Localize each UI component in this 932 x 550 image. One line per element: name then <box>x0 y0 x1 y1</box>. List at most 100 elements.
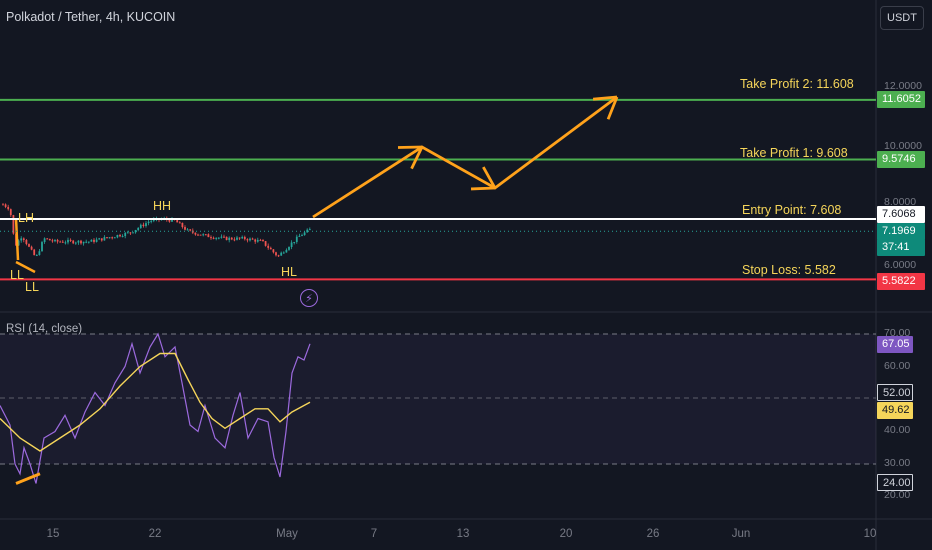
candle-body <box>28 244 30 247</box>
candle-body <box>269 247 272 250</box>
candle-body <box>111 237 114 239</box>
take-profit-1-label: Take Profit 1: 9.608 <box>740 146 848 160</box>
candle-body <box>207 234 210 238</box>
candle-body <box>236 237 238 240</box>
candle-body <box>171 218 173 222</box>
candle-body <box>249 238 251 241</box>
arrowhead <box>482 166 497 189</box>
take-profit-2-label: Take Profit 2: 11.608 <box>740 77 854 91</box>
candle-body <box>184 227 186 230</box>
arrowhead <box>410 146 424 170</box>
candle-body <box>186 229 189 231</box>
candle-body <box>54 239 56 242</box>
time-tick: 10 <box>863 528 877 540</box>
candle-body <box>243 236 246 240</box>
candle-body <box>85 241 88 243</box>
currency-button[interactable]: USDT <box>880 6 924 30</box>
time-tick: Jun <box>731 528 751 540</box>
candle-body <box>223 236 225 238</box>
chart-title[interactable]: Polkadot / Tether, 4h, KUCOIN <box>6 10 176 24</box>
rsi-value-tag: 67.05 <box>877 336 913 353</box>
candle-body <box>259 239 262 241</box>
lightning-bolt-icon[interactable]: ⚡ <box>300 289 318 307</box>
candle-body <box>275 252 277 256</box>
stop-loss-price-tag: 5.5822 <box>877 273 925 290</box>
last-price-tag: 7.1969 <box>877 223 925 240</box>
candle-body <box>301 235 303 237</box>
candle-body <box>17 240 20 246</box>
candle-body <box>80 240 82 244</box>
level-lines-group <box>0 98 876 281</box>
candle-body <box>230 237 233 240</box>
price-tick: 8.0000 <box>884 196 917 208</box>
candle-body <box>119 235 121 237</box>
swing-label-lh: LH <box>18 211 34 225</box>
candle-body <box>82 241 85 244</box>
candle-body <box>262 239 264 242</box>
arrowhead <box>606 96 619 120</box>
arrowhead <box>592 95 618 101</box>
candle-body <box>98 238 101 240</box>
candle-body <box>272 249 275 253</box>
candle-body <box>121 236 124 238</box>
candle-body <box>87 241 90 243</box>
candle-body <box>137 227 140 231</box>
candle-body <box>61 241 64 243</box>
candle-body <box>116 235 119 238</box>
candle-body <box>194 232 197 235</box>
rsi-lines-group <box>0 332 311 485</box>
candle-body <box>51 240 54 242</box>
candle-body <box>238 237 241 239</box>
candle-body <box>197 234 199 236</box>
arrowhead <box>397 145 423 149</box>
candle-body <box>308 229 311 231</box>
candle-body <box>7 206 10 210</box>
candle-body <box>288 247 290 250</box>
candle-body <box>212 237 215 239</box>
time-tick: 13 <box>456 528 470 540</box>
rsi-indicator-label[interactable]: RSI (14, close) <box>6 323 83 335</box>
swing-segment <box>14 217 20 261</box>
candle-body <box>77 240 80 243</box>
time-tick: 7 <box>370 528 378 540</box>
candle-body <box>215 237 218 239</box>
candle-body <box>168 219 171 222</box>
candle-body <box>126 232 129 234</box>
candle-body <box>124 232 127 237</box>
candle-body <box>225 236 228 241</box>
candle-body <box>178 222 181 224</box>
candle-body <box>293 241 296 243</box>
rsi-ma-value-tag: 49.62 <box>877 402 913 419</box>
rsi-tick: 40.00 <box>884 424 911 436</box>
candle-body <box>256 239 259 242</box>
candle-body <box>233 239 236 241</box>
candle-body <box>217 237 220 239</box>
candle-body <box>129 232 132 234</box>
candle-body <box>134 230 137 233</box>
rsi-tick: 30.00 <box>884 457 911 469</box>
candle-body <box>142 224 145 227</box>
bar-countdown-tag: 37:41 <box>877 239 925 256</box>
swing-label-hl: HL <box>281 265 297 279</box>
candle-body <box>306 229 309 233</box>
candle-body <box>204 234 207 236</box>
rsi-ma-line <box>0 352 311 452</box>
candle-body <box>43 238 46 243</box>
candle-body <box>2 204 4 206</box>
candle-body <box>22 238 25 240</box>
candle-body <box>46 238 49 240</box>
candle-body <box>74 242 77 244</box>
candle-body <box>145 223 147 227</box>
time-tick: 22 <box>148 528 162 540</box>
candle-body <box>67 239 69 243</box>
candles-group <box>2 203 311 274</box>
entry-point-label: Entry Point: 7.608 <box>742 203 842 217</box>
candle-body <box>246 239 249 241</box>
candle-body <box>20 238 23 241</box>
candle-body <box>100 238 103 241</box>
candle-body <box>12 215 15 234</box>
candle-body <box>132 232 134 234</box>
rsi-tick: 20.00 <box>884 489 911 501</box>
candle-body <box>41 242 43 252</box>
